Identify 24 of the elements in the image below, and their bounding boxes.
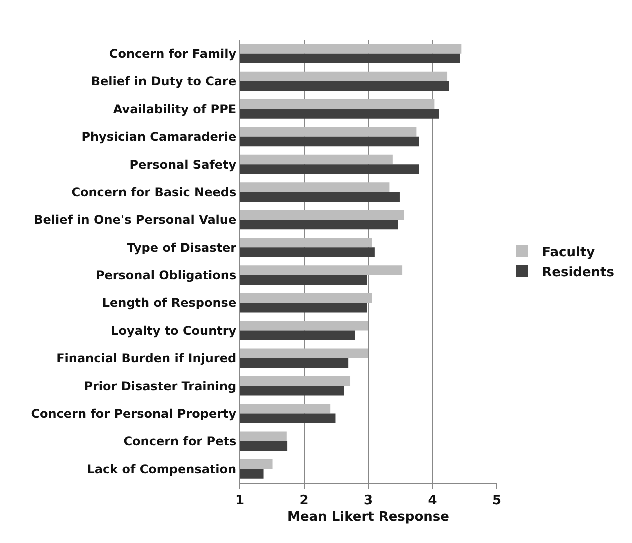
y-tick-label: Belief in Duty to Care xyxy=(91,74,237,89)
y-tick-label: Length of Response xyxy=(102,296,237,310)
y-tick-label: Belief in One's Personal Value xyxy=(34,213,237,228)
x-tick-label: 2 xyxy=(300,494,309,509)
legend-label: Residents xyxy=(542,265,615,280)
x-tick-label: 4 xyxy=(428,494,438,509)
y-tick-label: Availability of PPE xyxy=(113,102,237,116)
x-axis-title: Mean Likert Response xyxy=(288,510,450,526)
y-tick-label: Physician Camaraderie xyxy=(82,130,237,144)
x-tick-label: 5 xyxy=(492,494,502,509)
y-tick-label: Loyalty to Country xyxy=(111,324,237,338)
y-tick-label: Concern for Personal Property xyxy=(31,406,237,421)
x-tick-label: 3 xyxy=(364,494,374,509)
y-tick-label: Prior Disaster Training xyxy=(84,379,237,394)
y-tick-label: Concern for Pets xyxy=(124,434,237,449)
y-tick-label: Type of Disaster xyxy=(127,240,237,255)
y-tick-label: Personal Safety xyxy=(130,158,237,172)
y-tick-label: Concern for Basic Needs xyxy=(72,185,237,200)
y-tick-label: Lack of Compensation xyxy=(87,462,237,476)
y-tick-label: Financial Burden if Injured xyxy=(56,352,237,366)
legend-label: Faculty xyxy=(542,246,596,261)
y-tick-label: Personal Obligations xyxy=(96,268,237,283)
x-tick-label: 1 xyxy=(235,494,245,509)
y-tick-label: Concern for Family xyxy=(109,47,237,62)
